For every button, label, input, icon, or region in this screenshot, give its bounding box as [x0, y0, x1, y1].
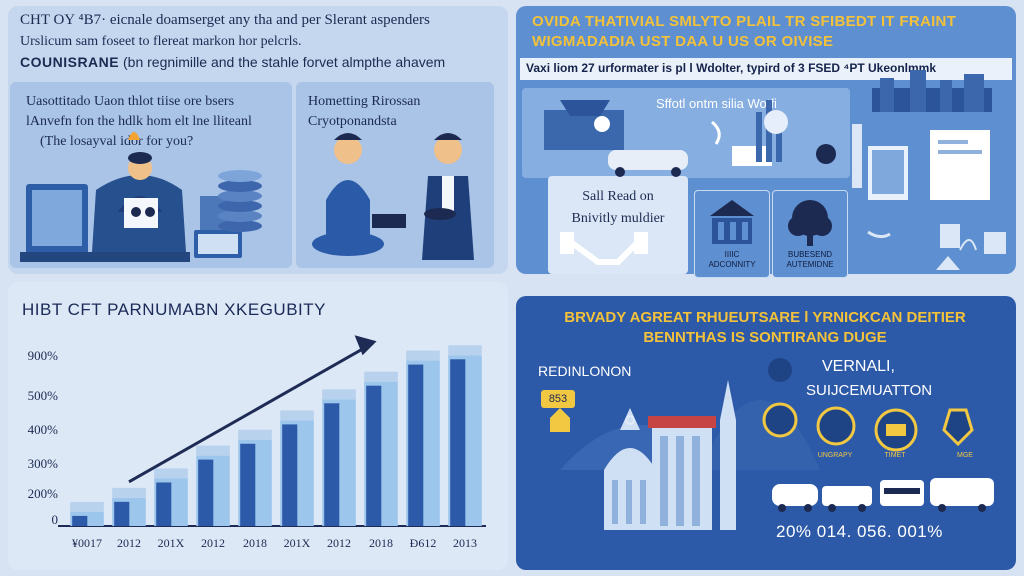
x-tick-label: 201X — [157, 536, 185, 550]
chart-bar — [406, 350, 440, 526]
handshake-card-text: Sall Read on Bnivitly muldier — [556, 186, 680, 230]
intro-line-1: CHT OY ⁴B7· eicnale doamserget any tha a… — [20, 12, 430, 28]
y-tick-label: 0 — [51, 512, 59, 527]
city-card-label: Sffotl ontm silia Wotfi — [656, 96, 777, 111]
question-line: (The losayval idor for you? — [40, 134, 194, 149]
chart-bar-cap — [238, 429, 272, 440]
people-caption: Hometting Rirossan Cryotponandsta — [308, 92, 420, 132]
chart-bar-cap — [448, 345, 482, 356]
y-tick-label: 900% — [27, 348, 58, 363]
chart-bar-cap — [154, 468, 188, 479]
chart-bar — [70, 501, 104, 526]
people-caption-line: Cryotponandsta — [308, 114, 397, 129]
x-tick-label: 2012 — [117, 536, 141, 550]
chart-bar — [112, 487, 146, 526]
intro-line-3-rest: (bn regnimille and the stahle forvet alm… — [123, 54, 446, 70]
chart-bar-dark — [408, 364, 424, 526]
chart-bar-dark — [198, 459, 214, 526]
chart-bar-dark — [114, 501, 130, 526]
section-sublabel: SUIJCEMUATTON — [806, 382, 933, 399]
chart-bar — [280, 410, 314, 526]
icon-caption: ATA — [772, 452, 786, 459]
chart-bar — [322, 389, 356, 526]
y-tick-label: 300% — [27, 456, 58, 471]
section-label: VERNALI, — [822, 358, 895, 375]
y-tick-label: 500% — [27, 388, 58, 403]
stats-numbers: 20% 014. 056. 001% — [776, 522, 943, 541]
x-tick-label: 2018 — [243, 536, 267, 550]
info-strip-text: Vaxi liom 27 urformater is pl l Wdolter,… — [526, 61, 937, 75]
y-tick-label: 400% — [27, 422, 58, 437]
chart-bar-dark — [366, 385, 382, 526]
intro-line-2: Urslicum sam foseet to flereat markon ho… — [20, 34, 302, 49]
x-tick-label: 2012 — [201, 536, 225, 550]
bottom-right-heading: BRVADY AGREAT RHUEUTSARE l YRNICKCAN DEI… — [530, 308, 1000, 348]
question-line: lAnvefn fon the hdlk hom elt lne llitean… — [26, 114, 252, 129]
icon-caption: UNGRAPY — [817, 452, 853, 459]
heading-line: WIGMADADIA UST DAA U US OR OIVISE — [532, 33, 834, 50]
people-caption-line: Hometting Rirossan — [308, 94, 421, 109]
chart-bar-cap — [364, 371, 398, 382]
chart-bar-dark — [282, 424, 298, 526]
building-card-label: IIIIC ADCONNITY — [696, 250, 768, 270]
heading-line: OVIDA THATIVIAL SMLYTO PLAIL TR SFIBEDT … — [532, 13, 957, 30]
building-label-line: ADCONNITY — [708, 260, 756, 269]
info-strip — [520, 58, 1012, 80]
chart-bar — [196, 445, 230, 526]
trend-arrow-head — [354, 335, 377, 356]
top-right-heading: OVIDA THATIVIAL SMLYTO PLAIL TR SFIBEDT … — [532, 12, 1002, 52]
intro-line-3: COUNISRANE (bn regnimille and the stahle… — [20, 54, 445, 70]
x-tick-label: 2018 — [369, 536, 393, 550]
icon-caption: MGE — [957, 452, 973, 459]
chart-bar-cap — [280, 410, 314, 421]
handshake-line: Sall Read on — [582, 189, 654, 204]
value-badge: 853 — [541, 390, 575, 408]
x-tick-label: ¥0017 — [72, 536, 102, 550]
tree-label-line: AUTEMIDNE — [786, 260, 834, 269]
chart-bar-dark — [450, 359, 466, 526]
chart-bar — [448, 345, 482, 526]
chart-bar-cap — [70, 501, 104, 512]
chart-bar-cap — [112, 487, 146, 498]
chart-bar-dark — [72, 515, 88, 526]
chart-bar-dark — [240, 443, 256, 526]
heading-line: BRVADY AGREAT RHUEUTSARE l YRNICKCAN DEI… — [564, 309, 966, 326]
building-label-line: IIIIC — [724, 250, 740, 259]
chart-bar-dark — [156, 482, 172, 526]
question-text: Uasottitado Uaon thlot tiise ore bsers l… — [26, 92, 252, 152]
chart-bar — [154, 468, 188, 526]
tree-card-label: BUBESEND AUTEMIDNE — [774, 250, 846, 270]
tree-label-line: BUBESEND — [787, 250, 832, 259]
chart-bar-cap — [406, 350, 440, 361]
x-tick-label: 2013 — [453, 536, 477, 550]
x-tick-label: 201X — [283, 536, 311, 550]
icon-caption: TIMET — [884, 452, 906, 459]
region-label: REDINLONON — [538, 363, 632, 379]
x-tick-label: Đ612 — [409, 536, 437, 550]
chart-bar-cap — [322, 389, 356, 400]
y-tick-label: 200% — [27, 486, 58, 501]
chart-bar — [238, 429, 272, 526]
trend-arrow-line — [128, 341, 374, 484]
chart-title: HIBT CFT PARNUMABN XKEGUBITY — [22, 300, 326, 319]
heading-line: BENNTHAS IS SONTIRANG DUGE — [643, 329, 887, 346]
handshake-line: Bnivitly muldier — [571, 211, 665, 226]
intro-keyword: COUNISRANE — [20, 54, 120, 70]
question-line: Uasottitado Uaon thlot tiise ore bsers — [26, 94, 235, 109]
x-tick-label: 2012 — [327, 536, 351, 550]
chart-bar-cap — [196, 445, 230, 456]
chart-bar — [364, 371, 398, 526]
chart-bar-dark — [324, 403, 340, 526]
